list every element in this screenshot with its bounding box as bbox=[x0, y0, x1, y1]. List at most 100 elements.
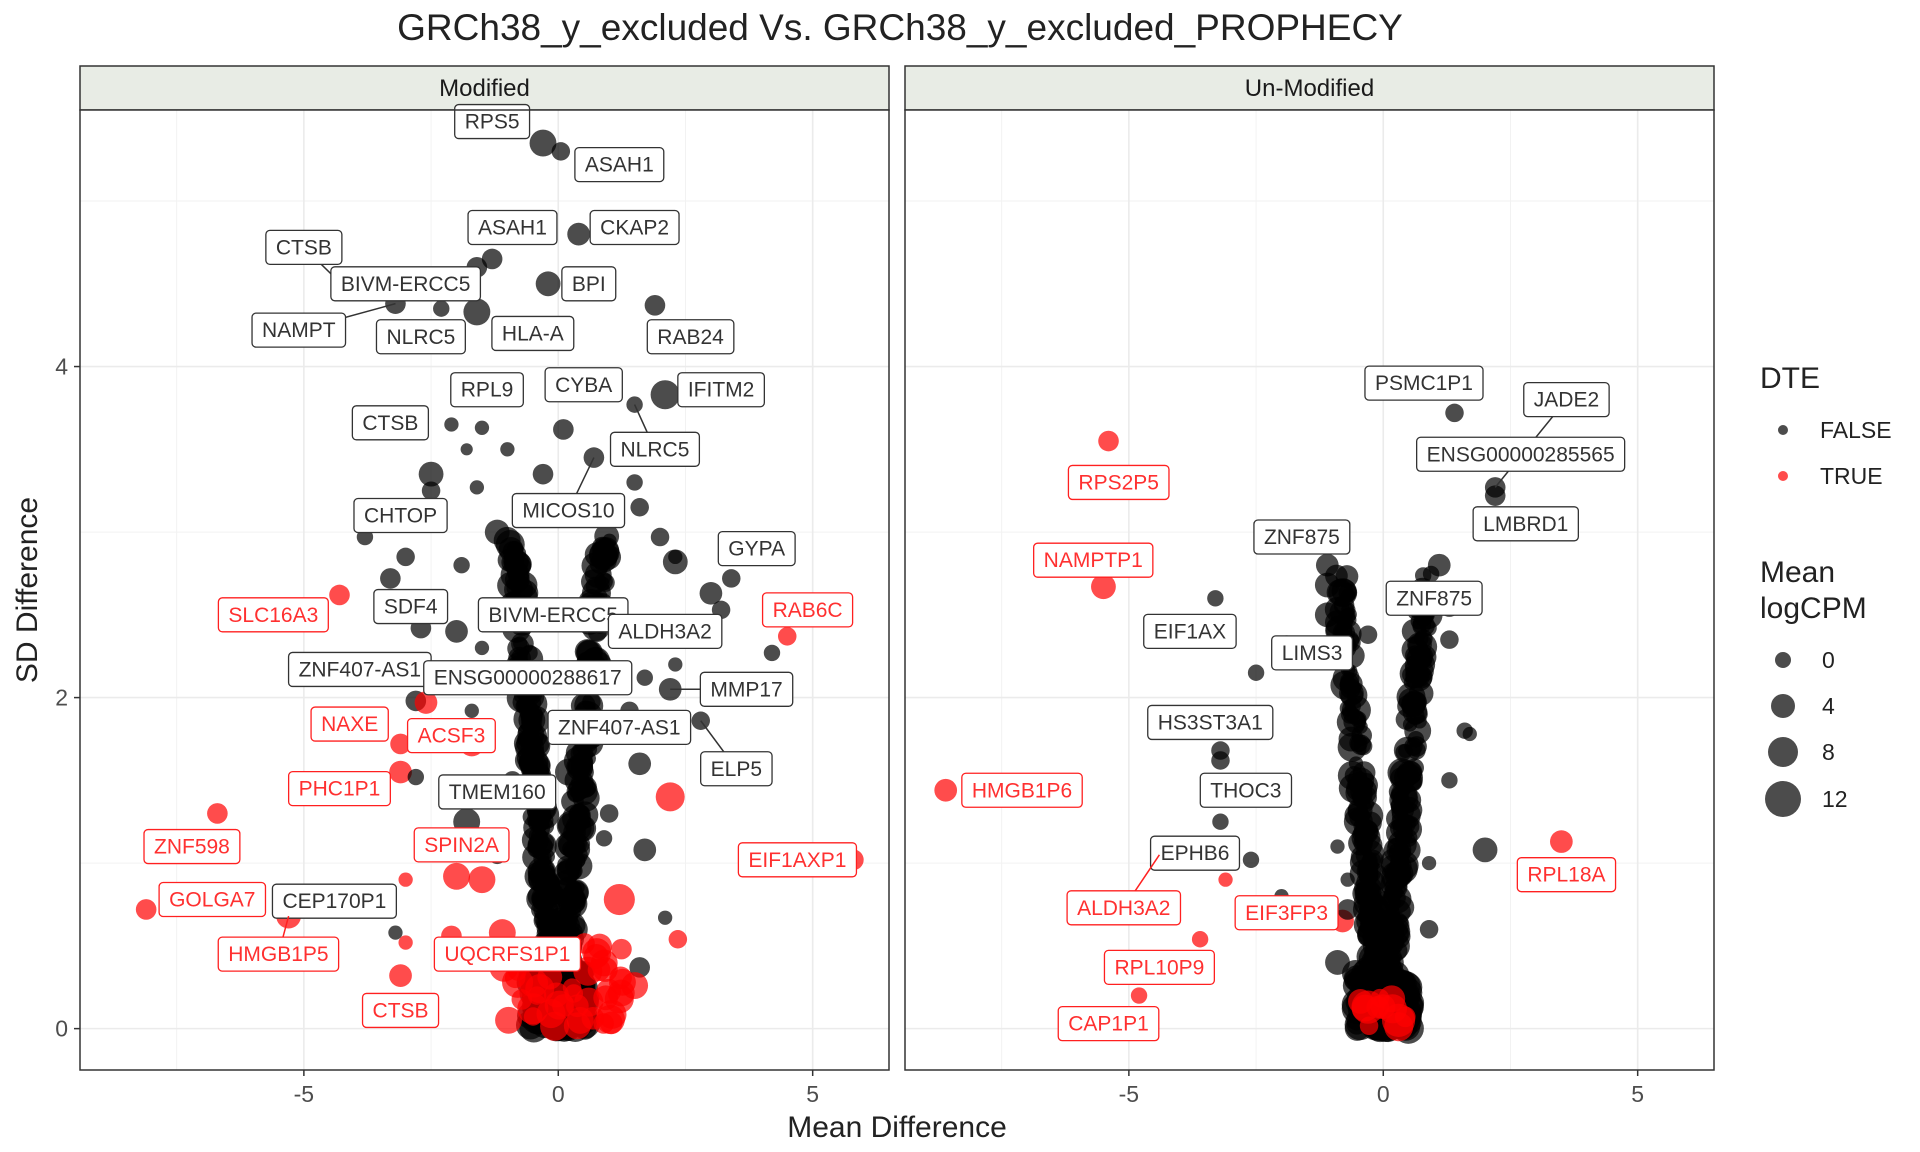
scatter-point bbox=[1207, 590, 1224, 607]
scatter-point bbox=[644, 295, 666, 316]
panel-modified: Modified RPS5 ASAH1 ASAH1 CKAP2 CTSB BIVM-ERC… bbox=[79, 65, 890, 1071]
label-text: UQCRFS1P1 bbox=[444, 943, 570, 966]
label-box bbox=[271, 883, 398, 919]
label-text: ZNF407-AS1 bbox=[558, 716, 681, 739]
x-axis-title: Mean Difference bbox=[787, 1111, 1007, 1144]
x-tick-label: 5 bbox=[806, 1081, 819, 1107]
legend-size-key-12 bbox=[1765, 781, 1801, 817]
scatter-point bbox=[388, 925, 403, 940]
label-box bbox=[217, 936, 340, 972]
legend-size-label-8: 8 bbox=[1822, 739, 1835, 765]
label-box bbox=[761, 592, 854, 628]
scatter-point bbox=[1314, 602, 1340, 628]
scatter-point bbox=[1390, 853, 1405, 868]
scatter-point bbox=[421, 481, 441, 500]
label-text: HMGB1P6 bbox=[972, 779, 1072, 802]
label-box bbox=[217, 597, 329, 633]
label-box bbox=[699, 671, 794, 707]
scatter-point bbox=[650, 527, 670, 547]
label-box bbox=[351, 405, 430, 441]
point-label: ZNF875 bbox=[1253, 519, 1351, 555]
label-box bbox=[717, 530, 796, 567]
scatter-point bbox=[555, 758, 582, 786]
label-text: ELP5 bbox=[711, 758, 762, 781]
scatter-point bbox=[1352, 761, 1376, 784]
label-text: NLRC5 bbox=[386, 326, 455, 349]
point-label: TMEM160 bbox=[438, 774, 557, 810]
scatter-point bbox=[626, 396, 643, 413]
scatter-point bbox=[1211, 751, 1230, 770]
scatter-point bbox=[469, 480, 485, 495]
label-text: ZNF598 bbox=[154, 836, 230, 859]
scatter-point bbox=[444, 417, 459, 432]
point-label: HMGB1P5 bbox=[217, 915, 340, 972]
label-text: SLC16A3 bbox=[228, 604, 318, 627]
scatter-point bbox=[611, 938, 632, 960]
legend-label-true: TRUE bbox=[1820, 463, 1883, 489]
label-text: BIVM-ERCC5 bbox=[341, 273, 471, 296]
scatter-point bbox=[531, 843, 546, 859]
point-label: MICOS10 bbox=[511, 457, 626, 529]
point-label: NAXE bbox=[310, 706, 389, 742]
label-box bbox=[1271, 635, 1354, 671]
label-text: ZNF407-AS1 bbox=[299, 658, 422, 681]
scatter-point bbox=[570, 742, 594, 765]
scatter-point bbox=[1350, 777, 1378, 805]
label-box bbox=[677, 372, 765, 408]
point-label: CYBA bbox=[544, 367, 623, 403]
scatter-point bbox=[1344, 697, 1361, 715]
scatter-point bbox=[628, 752, 652, 776]
scatter-point bbox=[650, 380, 680, 410]
label-text: CEP170P1 bbox=[282, 890, 386, 913]
point-label: LIMS3 bbox=[1271, 635, 1354, 671]
label-text: LIMS3 bbox=[1282, 642, 1343, 665]
scatter-point bbox=[540, 869, 555, 884]
y-axis: 0 2 4 bbox=[55, 354, 80, 1042]
scatter-point bbox=[1350, 710, 1367, 728]
scatter-point bbox=[1358, 625, 1378, 644]
label-box bbox=[265, 229, 343, 266]
panel-modified-border bbox=[79, 109, 890, 1071]
scatter-point bbox=[585, 576, 605, 596]
point-label: LMBRD1 bbox=[1472, 506, 1579, 542]
label-box bbox=[1103, 949, 1216, 986]
scatter-point bbox=[1330, 839, 1345, 854]
panel-unmodified: Un-Modified PSMC1P1 JADE2 ENSG00000285565 R… bbox=[904, 65, 1715, 1071]
scatter-point bbox=[418, 461, 444, 487]
label-text: NAMPTP1 bbox=[1044, 549, 1143, 572]
label-text: PHC1P1 bbox=[299, 778, 381, 801]
label-text: SDF4 bbox=[384, 596, 438, 619]
y-tick-label: 2 bbox=[55, 685, 68, 711]
scatter-point bbox=[474, 640, 490, 656]
scatter-point bbox=[1098, 430, 1119, 452]
scatter-point bbox=[1484, 485, 1506, 506]
point-label: CKAP2 bbox=[589, 209, 680, 246]
scatter-point bbox=[1091, 574, 1116, 600]
point-label: GYPA bbox=[717, 530, 796, 567]
scatter-point bbox=[1381, 861, 1411, 891]
panel-unmodified-border bbox=[904, 109, 1715, 1071]
point-label: ACSF3 bbox=[406, 718, 496, 754]
panel-modified-labels: RPS5 ASAH1 ASAH1 CKAP2 CTSB BIVM-ERCC5 BPI NAMP… bbox=[143, 103, 858, 1029]
scatter-point bbox=[1404, 645, 1426, 666]
label-text: HS3ST3A1 bbox=[1158, 711, 1263, 734]
point-label: ENSG00000285565 bbox=[1416, 436, 1626, 472]
scatter-point bbox=[763, 644, 781, 662]
point-label: CTSB bbox=[361, 992, 440, 1029]
label-box bbox=[1253, 519, 1351, 555]
label-box bbox=[467, 209, 558, 246]
scatter-point bbox=[389, 760, 412, 784]
scatter-point bbox=[1315, 553, 1339, 577]
panel-unmodified-labels: PSMC1P1 JADE2 ENSG00000285565 RPS2P5 LMBRD1 Z… bbox=[961, 365, 1626, 1042]
scatter-point bbox=[1462, 726, 1477, 742]
scatter-point bbox=[1472, 837, 1498, 863]
point-label: PSMC1P1 bbox=[1364, 365, 1484, 401]
x-tick-label: 0 bbox=[1377, 1081, 1390, 1107]
label-text: TMEM160 bbox=[449, 781, 546, 804]
scatter-point bbox=[380, 568, 401, 589]
label-box bbox=[1385, 580, 1483, 616]
scatter-point bbox=[662, 549, 688, 575]
scatter-point bbox=[495, 1006, 522, 1034]
scatter-point bbox=[389, 964, 412, 988]
x-tick-label: -5 bbox=[294, 1081, 314, 1107]
